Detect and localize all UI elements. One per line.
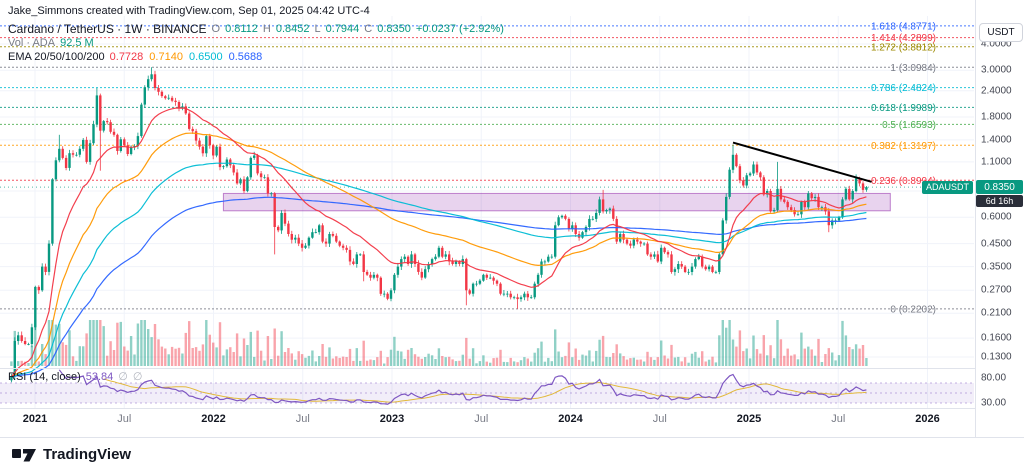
svg-text:0.236 (0.8994): 0.236 (0.8994) [871,176,936,187]
currency-toggle[interactable]: USDT [979,23,1023,42]
time-axis-label: Jul [295,413,310,425]
time-axis-label: 2022 [201,413,226,425]
price-tick: 4.0000 [981,38,1012,50]
time-axis-label: Jul [117,413,132,425]
ema-legend[interactable]: EMA 20/50/100/200 0.7728 0.7140 0.6500 0.56… [8,51,262,63]
rsi-visibility-icon[interactable]: ∅ [118,371,128,383]
price-tick: 80.00 [981,372,1007,384]
time-axis-label: Jul [831,413,846,425]
rsi-title: RSI (14, close) [8,370,81,383]
time-axis-label: 2025 [736,413,762,425]
volume-value: 92.5 M [60,37,94,49]
change-value: +0.0237 (+2.92%) [415,23,504,35]
price-tick: 0.2100 [981,307,1012,319]
svg-text:0 (0.2202): 0 (0.2202) [890,304,936,315]
main-series-legend[interactable]: Cardano / TetherUS · 1W · BINANCE O 0.811… [8,22,504,36]
ema-layer [10,107,867,378]
ema-value: 0.5688 [228,51,263,63]
ema-values: 0.7728 0.7140 0.6500 0.5688 [110,51,263,63]
svg-text:1.414 (4.2899): 1.414 (4.2899) [871,33,936,44]
time-axis-label: 2024 [558,413,583,425]
high-label: H [262,23,271,35]
ema-value: 0.6500 [188,51,223,63]
svg-text:1.272 (3.8812): 1.272 (3.8812) [871,42,936,53]
volume-label: Vol · ADA [8,37,56,49]
low-value: 0.7944 [325,23,360,35]
svg-text:0.5 (1.6593): 0.5 (1.6593) [882,120,936,131]
grid-layer [0,16,974,408]
open-label: O [211,23,221,35]
rsi-more-icon[interactable]: ∅ [132,371,143,383]
time-axis-label: 2026 [915,413,940,425]
attribution-text: Jake_Simmons created with TradingView.co… [8,5,370,17]
time-axis-label: Jul [474,413,489,425]
rsi-value: 53.84 [85,370,114,383]
volume-legend[interactable]: Vol · ADA 92.5 M [8,37,94,49]
time-axis-label: Jul [652,413,667,425]
price-tick: 0.2700 [981,284,1012,296]
symbol-title[interactable]: Cardano / TetherUS · 1W · BINANCE [8,22,207,36]
price-tick: 0.6000 [981,211,1012,223]
close-value: 0.8350 [377,23,411,35]
time-axis-label: 2021 [22,413,48,425]
close-label: C [364,23,373,35]
price-tick: 1.4000 [981,134,1012,146]
rsi-pane [0,369,974,405]
footer-bar: TradingView [0,437,1024,471]
tradingview-wordmark[interactable]: TradingView [43,446,132,463]
ema-label: EMA 20/50/100/200 [8,51,105,63]
supply-zone [222,192,891,212]
price-tick: 0.4500 [981,238,1012,250]
fib-retracement-layer: 1.618 (4.8771)1.414 (4.2899)1.272 (3.881… [0,21,974,315]
symbol-price-tag: ADAUSDT [921,180,973,194]
price-tick: 30.00 [981,397,1007,409]
svg-text:0.618 (1.9989): 0.618 (1.9989) [871,103,936,114]
price-tick: 1.8000 [981,111,1012,123]
svg-text:0.786 (2.4824): 0.786 (2.4824) [871,83,936,94]
main-chart-canvas[interactable]: 1.618 (4.8771)1.414 (4.2899)1.272 (3.881… [0,0,1024,437]
ema-value: 0.7728 [109,51,144,63]
time-axis-label: 2023 [379,413,405,425]
price-tick: 1.1000 [981,156,1012,168]
price-axis[interactable]: 4.00003.00002.40001.80001.40001.10000.80… [975,0,1024,437]
tradingview-logo-icon[interactable] [12,446,36,463]
price-tick: 2.4000 [981,85,1012,97]
price-tick: 0.1600 [981,332,1012,344]
bar-countdown-badge: 6d 16h [976,194,1023,207]
open-value: 0.8112 [225,23,258,35]
descending-trendline [732,141,872,183]
last-price-badge: 0.8350 [976,180,1023,195]
price-tick: 3.0000 [981,64,1012,76]
rsi-legend[interactable]: RSI (14, close) 53.84 ∅ ∅ [8,370,143,384]
price-tick: 0.1300 [981,351,1012,363]
svg-text:0.382 (1.3197): 0.382 (1.3197) [871,141,936,152]
high-value: 0.8452 [275,23,310,35]
price-tick: 0.3500 [981,261,1012,273]
svg-text:1.618 (4.8771): 1.618 (4.8771) [871,21,936,32]
low-label: L [314,23,321,35]
svg-text:1 (3.0984): 1 (3.0984) [890,63,936,74]
volume-layer [10,320,868,366]
ema-value: 0.7140 [149,51,183,63]
